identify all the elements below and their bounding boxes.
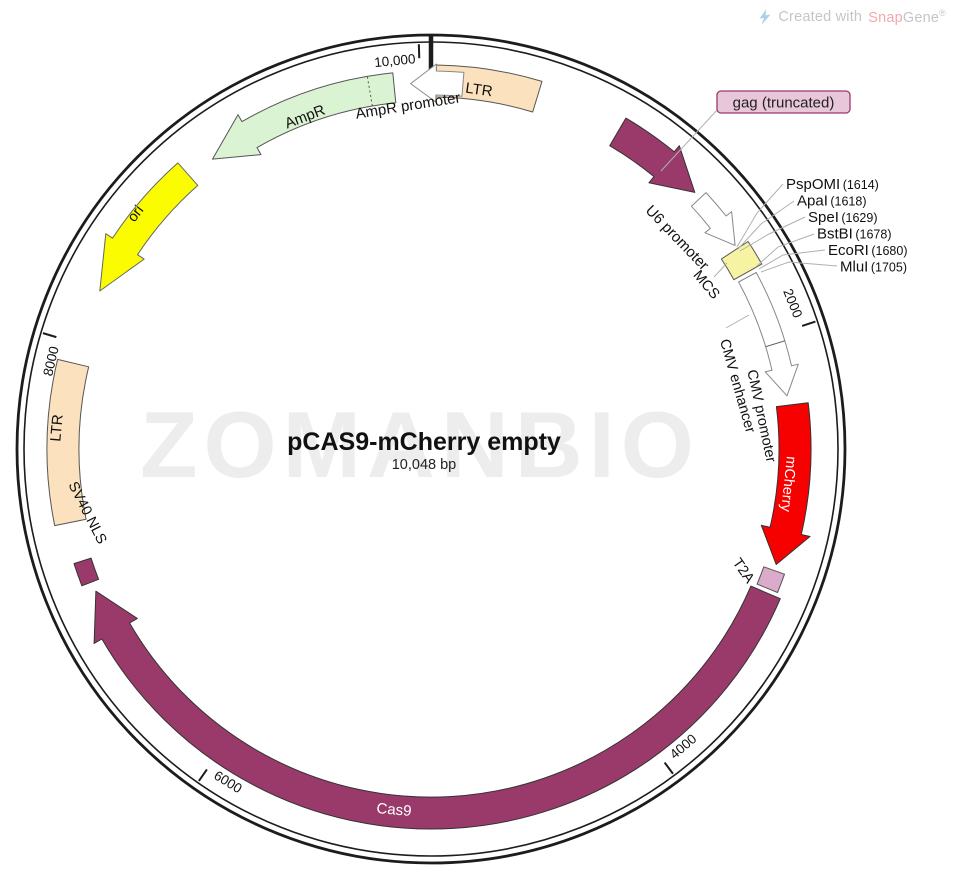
tick-6000	[198, 768, 208, 782]
feature-ltr-left	[46, 358, 90, 527]
site-label-mlui: MluI (1705)	[840, 259, 907, 276]
feature-ori	[99, 162, 199, 292]
feature-mcherry	[760, 402, 812, 565]
registered-mark: ®	[939, 8, 946, 18]
feature-label-t2a: T2A	[729, 556, 758, 587]
site-label-pspomi: PspOMI (1614)	[786, 176, 879, 193]
misc-leader-0	[713, 262, 728, 278]
plasmid-title: pCAS9-mCherry empty	[287, 428, 561, 456]
feature-u6-promoter	[690, 192, 736, 246]
feature-ampr-promoter	[410, 63, 465, 103]
site-leader-spei	[739, 216, 806, 252]
tick-label-2000: 2000	[780, 287, 805, 320]
misc-leader-1	[725, 314, 750, 329]
callout-gag-box	[716, 90, 851, 114]
feature-divider-cmv	[765, 340, 785, 348]
tick-2000	[801, 320, 816, 327]
feature-cmv	[738, 272, 799, 397]
feature-label-cas9: Cas9	[376, 800, 412, 820]
feature-gag	[609, 117, 696, 193]
tick-label-10000: 10,000	[374, 51, 417, 70]
site-leader-ecori	[758, 249, 826, 270]
site-label-apai: ApaI (1618)	[797, 193, 867, 210]
watermark-text: ZOMANBIO	[140, 392, 700, 497]
feature-label-ltr: LTR	[464, 80, 493, 101]
credit-text: Created with	[778, 8, 863, 25]
snapgene-credit: Created with SnapGene®	[758, 8, 946, 26]
site-leader-bstbi	[756, 233, 815, 267]
site-leader-pspomi	[736, 183, 784, 248]
tick-8000	[42, 332, 57, 339]
site-leader-apai	[737, 200, 795, 250]
feature-mcs	[720, 241, 763, 281]
feature-label-mcherry: mCherry	[777, 456, 799, 514]
credit-brand-snap: Snap	[868, 9, 903, 26]
backbone-outer-circle	[15, 33, 847, 865]
feature-sv40-nls	[73, 557, 100, 587]
feature-label-ori: ori	[125, 203, 148, 226]
feature-divider-ampr	[366, 76, 373, 107]
site-label-spei: SpeI (1629)	[808, 209, 878, 226]
site-leader-mlui	[760, 261, 838, 273]
plasmid-length: 10,048 bp	[392, 457, 457, 473]
feature-cas9	[93, 585, 781, 830]
callout-gag-label: gag (truncated)	[733, 95, 835, 112]
site-label-bstbi: BstBI (1678)	[817, 226, 892, 243]
feature-ampr	[212, 72, 397, 160]
tick-4000	[663, 761, 674, 775]
site-label-ecori: EcoRI (1680)	[828, 242, 908, 259]
feature-label-ltr: LTR	[47, 414, 66, 443]
feature-t2a	[756, 566, 785, 593]
snapgene-logo-icon	[759, 8, 771, 25]
callout-gag-leader	[660, 108, 719, 172]
credit-brand-gene: Gene	[902, 9, 940, 26]
